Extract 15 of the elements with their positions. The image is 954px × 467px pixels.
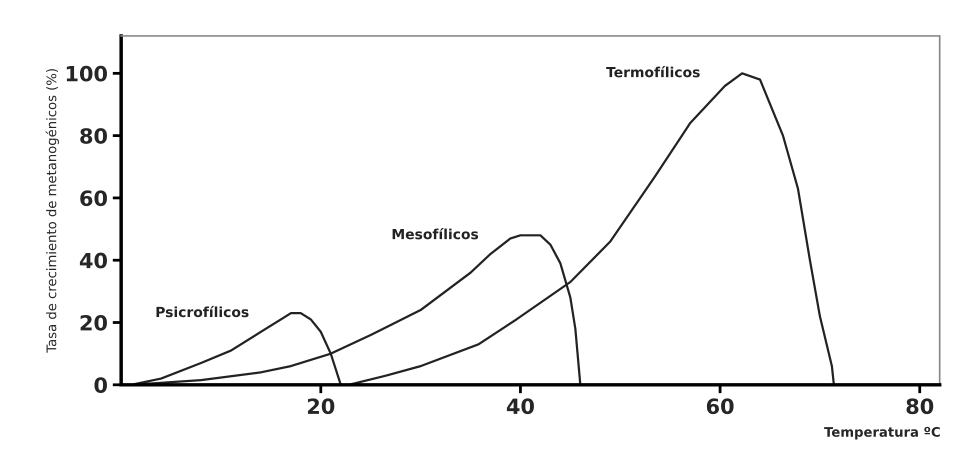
y-tick-label: 60 bbox=[80, 190, 107, 206]
y-tick-label: 100 bbox=[66, 66, 107, 82]
y-axis-title: Tasa de crecimiento de metanogénicos (%) bbox=[46, 69, 59, 353]
x-tick-label: 80 bbox=[906, 398, 934, 414]
y-tick-label: 20 bbox=[80, 314, 107, 331]
x-tick-label: 20 bbox=[308, 398, 334, 414]
x-tick-label: 60 bbox=[706, 398, 734, 414]
y-tick-label: 0 bbox=[94, 377, 107, 394]
x-axis-title: Temperatura ºC bbox=[824, 426, 940, 440]
y-tick-label: 40 bbox=[80, 252, 107, 268]
series-label: Termofílicos bbox=[606, 66, 700, 78]
y-tick-label: 80 bbox=[80, 128, 107, 144]
x-tick-label: 40 bbox=[506, 398, 534, 414]
series-label: Psicrofílicos bbox=[156, 306, 249, 318]
series-label: Mesofílicos bbox=[392, 228, 478, 240]
